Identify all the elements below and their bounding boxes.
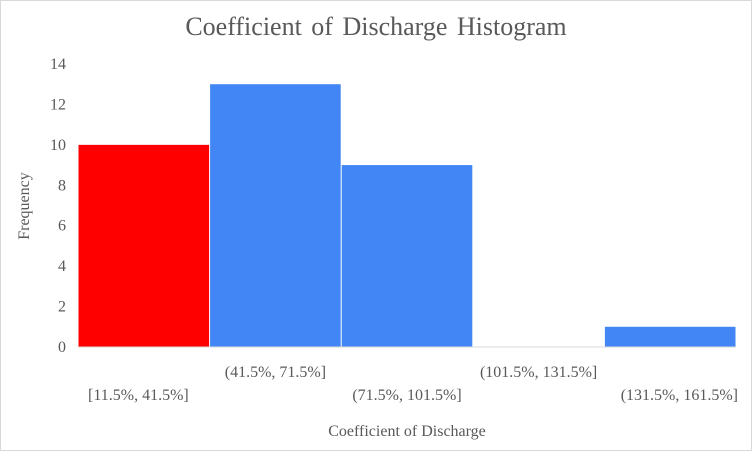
y-axis-ticks: 0 2 4 6 8 10 12 14 xyxy=(50,56,66,356)
y-tick-label: 6 xyxy=(58,218,66,235)
x-axis-categories: [11.5%, 41.5%] (41.5%, 71.5%] (71.5%, 101.… xyxy=(88,364,738,404)
y-tick-label: 0 xyxy=(58,339,66,356)
histogram-bar xyxy=(341,165,473,347)
x-category-label: [11.5%, 41.5%] xyxy=(88,387,189,404)
x-category-label: (131.5%, 161.5%] xyxy=(621,387,738,404)
y-tick-label: 14 xyxy=(50,56,66,73)
x-category-label: (71.5%, 101.5%] xyxy=(352,387,461,404)
y-tick-label: 10 xyxy=(50,137,66,154)
y-tick-label: 12 xyxy=(50,96,66,113)
y-tick-label: 8 xyxy=(58,177,66,194)
x-axis-title: Coefficient of Discharge xyxy=(328,423,486,440)
histogram-bar xyxy=(78,144,210,347)
x-category-label: (101.5%, 131.5%] xyxy=(480,364,597,381)
histogram-bar xyxy=(210,84,341,347)
y-axis-title: Frequency xyxy=(16,172,33,240)
chart-title: Coefficient of Discharge Histogram xyxy=(185,12,567,41)
y-tick-label: 4 xyxy=(58,258,66,275)
bars xyxy=(78,84,736,347)
x-category-label: (41.5%, 71.5%] xyxy=(225,364,326,381)
histogram-bar xyxy=(604,326,736,347)
y-tick-label: 2 xyxy=(58,299,66,316)
